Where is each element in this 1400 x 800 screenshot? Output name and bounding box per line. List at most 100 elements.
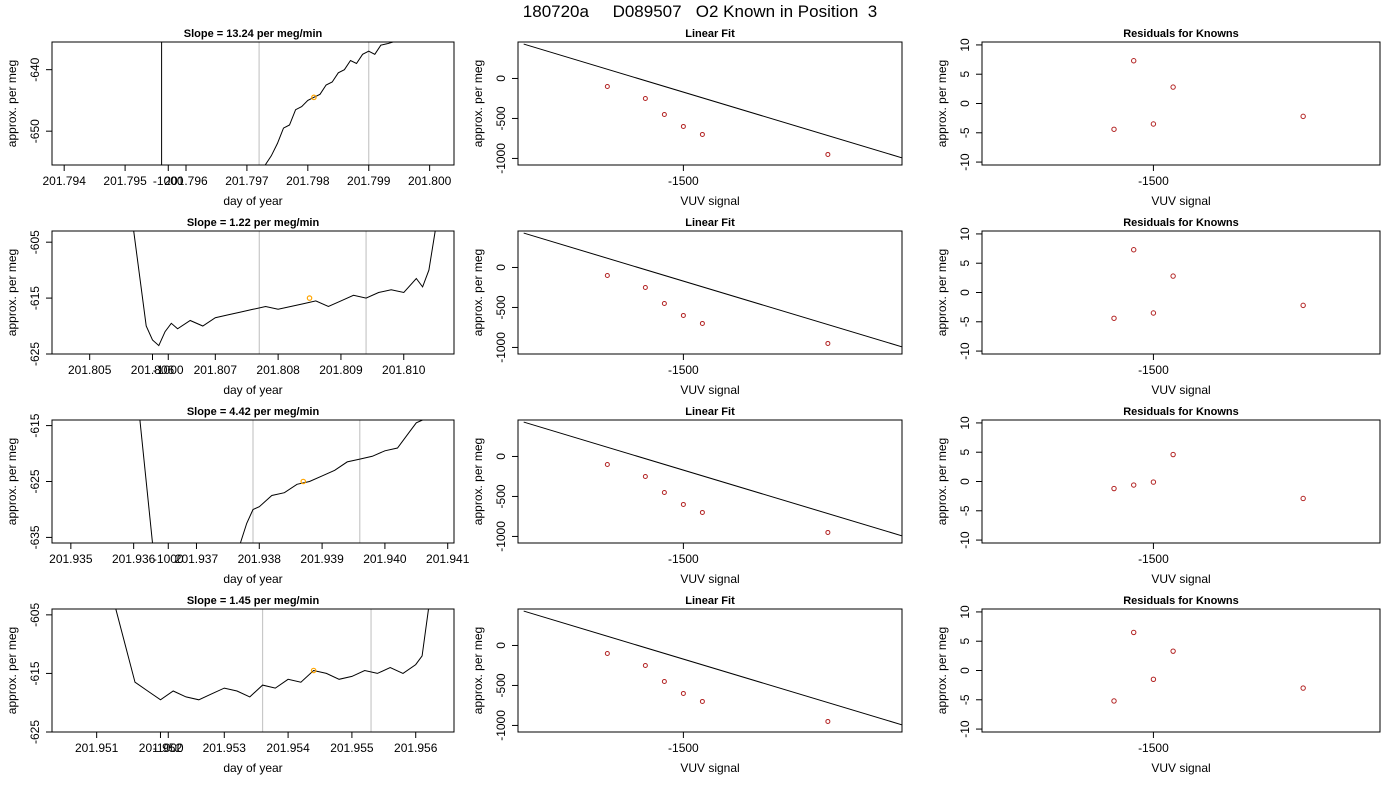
r1-residuals-ytick-label-3: 5: [958, 260, 972, 267]
r2-trace-xtick-label-3: 201.938: [238, 552, 282, 566]
r2-trace-ytick-label-2: -615: [28, 413, 42, 437]
r0-trace-frame: [51, 41, 455, 166]
r2-fit-ytick-label-1: -500: [494, 484, 508, 508]
r1-fit-point-4: [699, 320, 705, 326]
r0-fit-point-5: [825, 151, 831, 157]
r2-trace-ytick-label-1: -625: [28, 469, 42, 493]
r2-trace-xlabel: day of year: [223, 572, 282, 586]
r0-residuals-frame: [981, 41, 1381, 166]
r1-residuals-point-3: [1170, 273, 1176, 279]
r1-fit-point-3: [680, 312, 686, 318]
r3-trace-xtick-label-2: 201.953: [203, 741, 247, 755]
r1-trace-mean-marker: [306, 295, 313, 301]
r0-residuals-ytick-label-3: 5: [958, 71, 972, 78]
r3-residuals-point-2: [1150, 676, 1157, 682]
r1-fit-ylabel: approx. per meg: [471, 249, 485, 336]
r1-trace-frame: [51, 230, 455, 355]
r2-trace-title: Slope = 4.42 per meg/min: [187, 406, 320, 418]
r2-trace-xtick-label-2: 201.937: [175, 552, 219, 566]
r0-fit-point-1: [642, 95, 648, 101]
r2-fit-xtick-label-0: -1500: [668, 552, 699, 566]
r1-fit-ytick-label-2: 0: [494, 264, 508, 271]
r1-residuals-ytick-label-0: -10: [958, 342, 972, 360]
r2-residuals-ytick-label-3: 5: [958, 449, 972, 456]
r1-residuals-xlabel: VUV signal: [1151, 383, 1210, 397]
r3-trace-ylabel: approx. per meg: [5, 627, 19, 714]
figure-title: 180720a D089507 O2 Known in Position 3: [522, 2, 878, 21]
r0-fit-ylabel: approx. per meg: [471, 60, 485, 147]
r2-residuals-frame: [981, 419, 1381, 544]
r3-fit-fit-line: [523, 610, 902, 726]
r1-trace-xtick-label-5: 201.810: [382, 363, 426, 377]
r0-fit-ytick-label-0: -1000: [494, 143, 508, 174]
r0-fit-title: Linear Fit: [685, 28, 735, 40]
r0-trace-xtick-label-5: 201.799: [347, 174, 391, 188]
r3-residuals-point-1: [1131, 629, 1137, 636]
r3-residuals-point-3: [1170, 648, 1176, 654]
r0-trace-xtick-label-0: 201.794: [42, 174, 86, 188]
r1-fit-fit-line: [523, 232, 902, 348]
r2-fit-fit-line: [523, 421, 902, 537]
r3-residuals-ytick-label-2: 0: [958, 667, 972, 674]
r2-fit-point-3: [680, 501, 686, 507]
r3-trace-series-line-0: [115, 609, 429, 701]
r3-trace-frame: [51, 608, 455, 733]
r1-residuals-title: Residuals for Knowns: [1123, 217, 1239, 229]
r1-residuals-ytick-label-1: -5: [958, 316, 972, 327]
r1-residuals-xtick-label-1: -1000: [153, 363, 184, 377]
r0-fit-ytick-label-1: -500: [494, 106, 508, 130]
r2-trace-ylabel: approx. per meg: [5, 438, 19, 525]
r2-fit-point-0: [604, 461, 610, 467]
r0-residuals-point-0: [1111, 126, 1117, 132]
r1-trace-xtick-label-4: 201.809: [319, 363, 363, 377]
r0-fit-point-4: [699, 131, 705, 137]
r2-residuals-ytick-label-4: 10: [958, 416, 972, 430]
r1-trace-ytick-label-2: -605: [28, 230, 42, 254]
r0-trace-xtick-label-4: 201.798: [286, 174, 330, 188]
r3-fit-point-0: [604, 650, 610, 656]
r3-residuals-ytick-label-1: -5: [958, 694, 972, 705]
r0-trace-xlabel: day of year: [223, 194, 282, 208]
r0-residuals-xtick-label-0: -1500: [1138, 174, 1169, 188]
r2-trace-xtick-label-6: 201.941: [426, 552, 470, 566]
r3-trace-xlabel: day of year: [223, 761, 282, 775]
r3-residuals-ytick-label-4: 10: [958, 605, 972, 619]
r0-trace-xtick-label-3: 201.797: [225, 174, 269, 188]
r1-residuals-point-4: [1300, 302, 1306, 309]
r2-trace-series-line-1: [239, 420, 423, 543]
r3-fit-title: Linear Fit: [685, 595, 735, 607]
r2-fit-point-5: [825, 529, 831, 535]
r3-trace-xtick-label-5: 201.956: [394, 741, 438, 755]
r1-trace-title: Slope = 1.22 per meg/min: [187, 217, 320, 229]
r1-trace-ylabel: approx. per meg: [5, 249, 19, 336]
r3-fit-point-2: [661, 678, 667, 684]
r3-residuals-title: Residuals for Knowns: [1123, 595, 1239, 607]
r3-fit-point-5: [825, 718, 831, 724]
r1-residuals-point-1: [1131, 247, 1137, 253]
r2-fit-title: Linear Fit: [685, 406, 735, 418]
r1-fit-point-1: [642, 284, 648, 290]
r1-fit-xtick-label-0: -1500: [668, 363, 699, 377]
r0-trace-mean-marker: [311, 94, 317, 101]
r2-fit-ytick-label-2: 0: [494, 453, 508, 460]
r1-fit-ytick-label-0: -1000: [494, 332, 508, 363]
r3-residuals-xlabel: VUV signal: [1151, 761, 1210, 775]
r2-residuals-xtick-label-1: -1000: [153, 552, 184, 566]
r3-fit-xlabel: VUV signal: [680, 761, 739, 775]
r3-trace-xtick-label-4: 201.955: [330, 741, 374, 755]
r2-fit-point-2: [661, 489, 667, 495]
r3-residuals-xtick-label-0: -1500: [1138, 741, 1169, 755]
r0-residuals-point-1: [1131, 58, 1137, 64]
r1-trace-xtick-label-0: 201.805: [68, 363, 112, 377]
r0-trace-xtick-label-1: 201.795: [103, 174, 147, 188]
r0-residuals-point-4: [1300, 113, 1306, 120]
r1-residuals-ylabel: approx. per meg: [935, 249, 949, 336]
r0-trace-ytick-label-1: -640: [28, 57, 42, 81]
r2-residuals-ylabel: approx. per meg: [935, 438, 949, 525]
r3-fit-point-4: [699, 698, 705, 704]
r2-fit-xlabel: VUV signal: [680, 572, 739, 586]
r1-fit-title: Linear Fit: [685, 217, 735, 229]
r0-trace-xtick-label-2: 201.796: [164, 174, 208, 188]
r2-residuals-title: Residuals for Knowns: [1123, 406, 1239, 418]
